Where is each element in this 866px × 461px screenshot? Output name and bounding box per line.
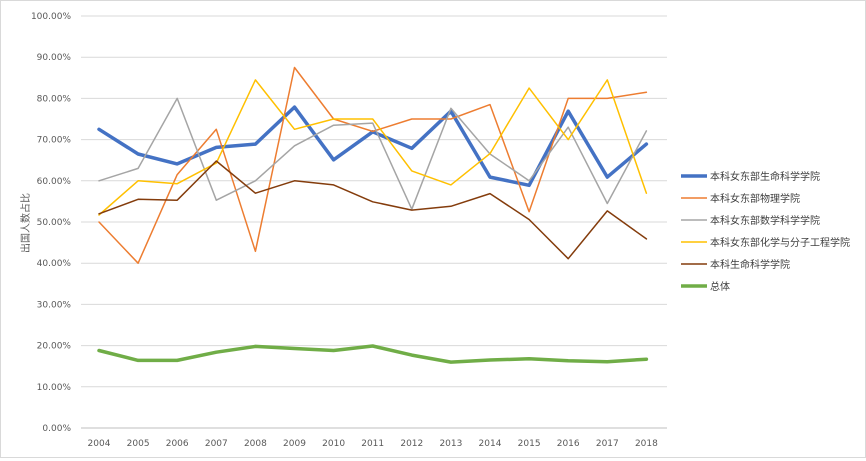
x-tick-label: 2007	[205, 439, 228, 449]
legend: 本科女东部生命科学学院本科女东部物理学院本科女东部数学科学学院本科女东部化学与分…	[681, 170, 850, 293]
y-tick-label: 100.00%	[31, 12, 71, 22]
series-lines	[97, 66, 649, 364]
y-tick-label: 0.00%	[42, 424, 71, 434]
legend-item: 本科生命科学学院	[681, 258, 790, 271]
x-tick-label: 2014	[479, 439, 502, 449]
series-line-4	[98, 79, 648, 216]
x-tick-label: 2015	[518, 439, 541, 449]
y-tick-label: 70.00%	[37, 136, 72, 146]
x-tick-label: 2013	[439, 439, 462, 449]
x-axis-ticks: 2004 2005 2006 2007 2008 2009 2010 2011 2012 2013…	[88, 439, 659, 449]
x-tick-label: 2016	[557, 439, 580, 449]
x-tick-label: 2009	[283, 439, 306, 449]
legend-label: 本科女东部物理学院	[710, 192, 800, 205]
x-tick-label: 2012	[400, 439, 423, 449]
y-tick-label: 60.00%	[37, 177, 72, 187]
y-tick-label: 50.00%	[37, 218, 72, 228]
x-tick-label: 2008	[244, 439, 267, 449]
legend-item: 本科女东部物理学院	[681, 192, 800, 205]
y-tick-label: 10.00%	[37, 383, 72, 393]
y-axis-ticks: 0.00% 10.00% 20.00% 30.00% 40.00% 50.00% 60.00…	[31, 12, 71, 434]
x-tick-label: 2017	[596, 439, 619, 449]
legend-item: 总体	[681, 280, 730, 293]
y-tick-label: 90.00%	[37, 53, 72, 63]
x-tick-label: 2010	[322, 439, 345, 449]
y-tick-label: 80.00%	[37, 94, 72, 104]
series-line-6	[97, 344, 649, 364]
series-line-3	[98, 97, 648, 210]
legend-label: 本科女东部化学与分子工程学院	[710, 236, 850, 249]
legend-label: 本科生命科学学院	[710, 258, 790, 271]
legend-item: 本科女东部数学科学学院	[681, 214, 820, 227]
y-tick-label: 40.00%	[37, 259, 72, 269]
gridlines	[81, 15, 667, 429]
legend-label: 总体	[710, 280, 730, 293]
y-tick-label: 20.00%	[37, 342, 72, 352]
x-tick-label: 2006	[166, 439, 189, 449]
legend-label: 本科女东部生命科学学院	[710, 170, 820, 183]
legend-item: 本科女东部化学与分子工程学院	[681, 236, 850, 249]
x-tick-label: 2018	[635, 439, 658, 449]
series-line-5	[98, 160, 648, 260]
y-axis-label: 出国人数占比	[19, 193, 32, 253]
x-tick-label: 2011	[361, 439, 384, 449]
legend-item: 本科女东部生命科学学院	[681, 170, 820, 183]
series-line-2	[98, 66, 648, 264]
y-tick-label: 30.00%	[37, 300, 72, 310]
x-tick-label: 2004	[88, 439, 111, 449]
legend-label: 本科女东部数学科学学院	[710, 214, 820, 227]
x-tick-label: 2005	[127, 439, 150, 449]
